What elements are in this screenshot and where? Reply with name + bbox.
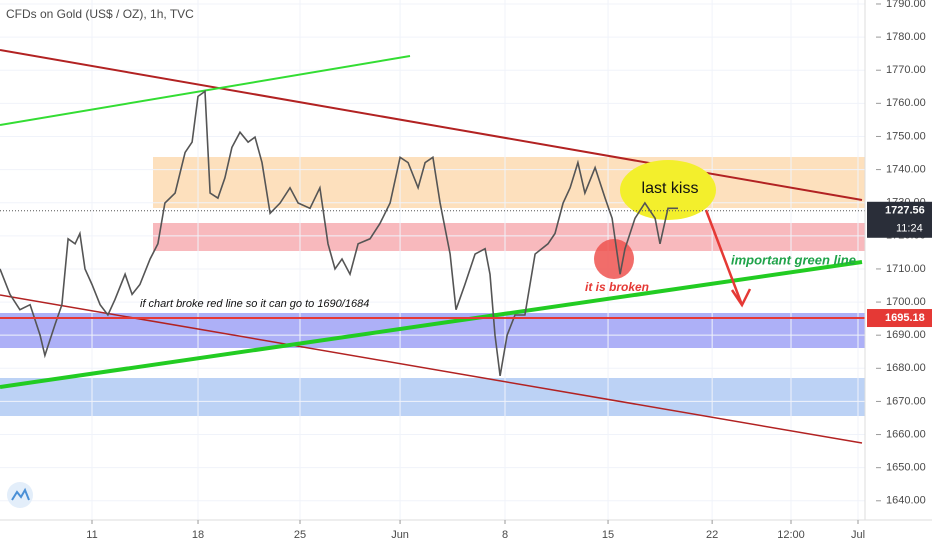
lower-zone — [0, 378, 865, 416]
y-tick-label: 1650.00 — [886, 462, 926, 474]
y-tick-label: 1690.00 — [886, 329, 926, 341]
grid — [0, 0, 865, 520]
arrow — [704, 209, 744, 306]
axes: 1640.00 1650.00 1660.00 1670.00 1680.00 1690.… — [86, 0, 932, 541]
y-tick-label: 1740.00 — [886, 163, 926, 175]
annotation: if chart broke red line so it can go to … — [140, 298, 369, 310]
logo-mark — [11, 487, 30, 501]
x-tick-label: 11 — [86, 529, 97, 541]
x-tick-label: Jul — [851, 529, 865, 541]
trend-line — [0, 294, 863, 444]
chart-title: CFDs on Gold (US$ / OZ), 1h, TVC — [6, 7, 194, 21]
plot — [0, 89, 865, 377]
y-tick-label: 1710.00 — [886, 263, 926, 275]
y-tick-label: 1760.00 — [886, 97, 926, 109]
annotation: important green line — [731, 252, 856, 267]
drawings — [0, 157, 865, 416]
y-tick-label: 1770.00 — [886, 64, 926, 76]
y-tick-label: 1640.00 — [886, 495, 926, 507]
x-tick-label: 12:00 — [777, 529, 805, 541]
arrow-head — [730, 288, 752, 308]
level-label: 1695.18 — [885, 312, 925, 324]
y-tick-label: 1750.00 — [886, 130, 926, 142]
x-tick-label: 15 — [602, 529, 614, 541]
x-tick-label: 18 — [192, 529, 204, 541]
annotation: last kiss — [642, 180, 699, 197]
last-price-label: 1727.56 — [885, 205, 925, 217]
x-tick-label: 8 — [502, 529, 508, 541]
support-zone — [153, 223, 865, 251]
y-tick-label: 1670.00 — [886, 395, 926, 407]
countdown: 11:24 — [896, 223, 923, 235]
trend-line — [0, 260, 863, 389]
y-tick-label: 1680.00 — [886, 362, 926, 374]
level-label-bg — [867, 309, 932, 328]
x-tick-label: 22 — [706, 529, 718, 541]
x-tick-label: Jun — [391, 529, 409, 541]
y-tick-label: 1660.00 — [886, 428, 926, 440]
highlight — [594, 239, 634, 279]
trend-line — [0, 49, 863, 201]
last-price-bg — [867, 201, 932, 238]
price-line — [0, 89, 678, 377]
y-tick-label: 1790.00 — [886, 0, 926, 10]
annotation: it is broken — [585, 280, 649, 294]
y-tick-label: 1780.00 — [886, 31, 926, 43]
resistance-zone — [153, 157, 865, 208]
y-tick-label: 1700.00 — [886, 296, 926, 308]
x-tick-label: 25 — [294, 529, 306, 541]
